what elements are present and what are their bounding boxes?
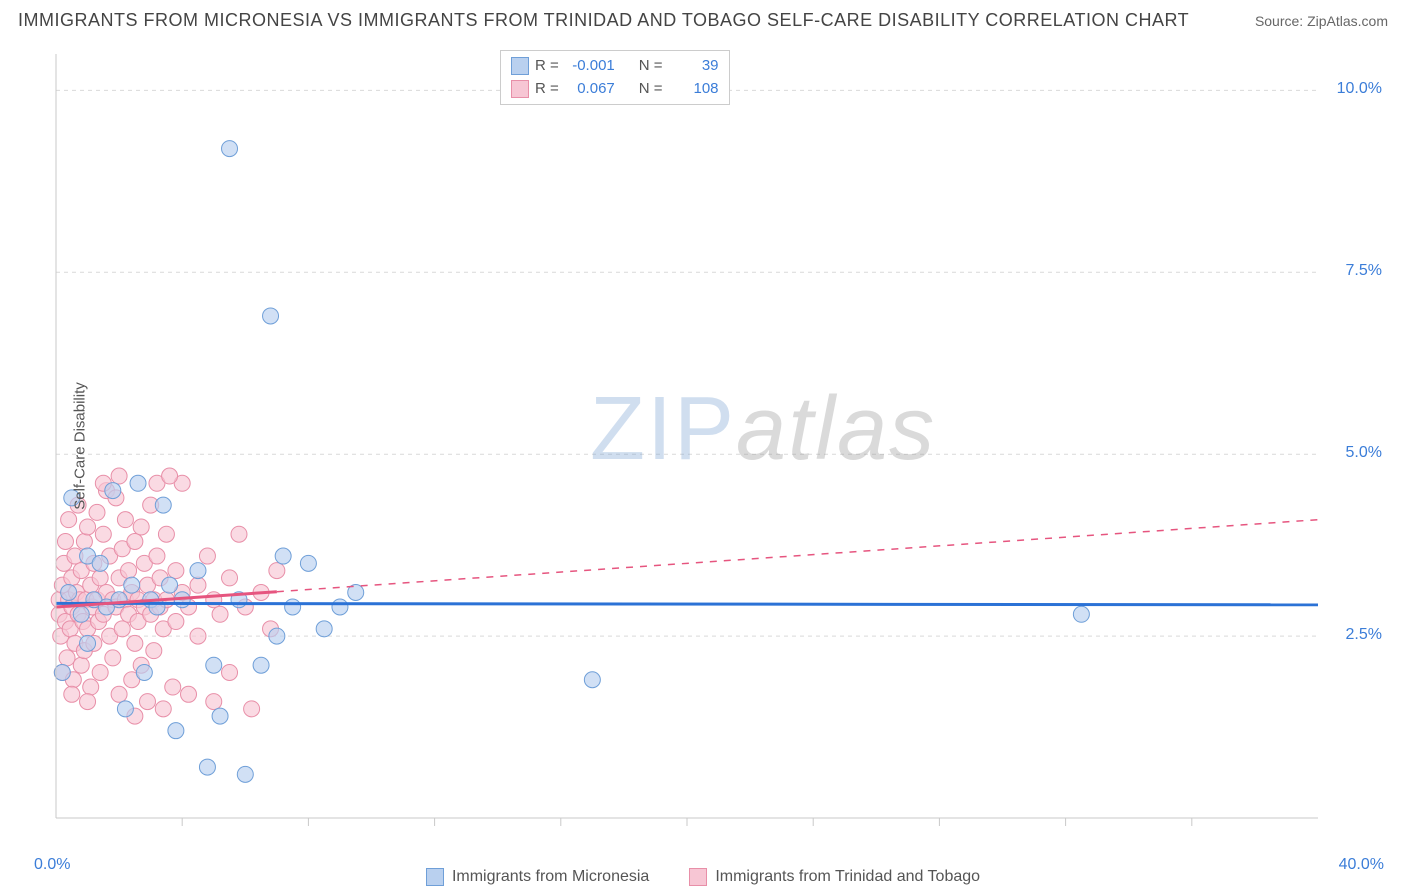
y-tick-label: 10.0% <box>1337 80 1382 98</box>
y-tick-label: 7.5% <box>1346 262 1382 280</box>
r-value-b: 0.067 <box>565 78 615 101</box>
legend-swatch-a <box>511 57 529 75</box>
legend-row-a: R = -0.001 N = 39 <box>511 55 719 78</box>
legend-swatch-a <box>426 868 444 886</box>
scatter-plot <box>50 48 1388 844</box>
r-label: R = <box>535 55 559 78</box>
y-axis-label: Self-Care Disability <box>71 382 88 510</box>
legend-label-b: Immigrants from Trinidad and Tobago <box>715 868 980 886</box>
chart-area: Self-Care Disability ZIPatlas R = -0.001… <box>50 48 1388 844</box>
series-legend: Immigrants from Micronesia Immigrants fr… <box>0 868 1406 886</box>
n-label: N = <box>639 55 663 78</box>
correlation-legend: R = -0.001 N = 39 R = 0.067 N = 108 <box>500 50 730 105</box>
legend-item-b: Immigrants from Trinidad and Tobago <box>689 868 980 886</box>
n-value-a: 39 <box>669 55 719 78</box>
legend-swatch-b <box>511 80 529 98</box>
chart-header: IMMIGRANTS FROM MICRONESIA VS IMMIGRANTS… <box>0 0 1406 37</box>
legend-label-a: Immigrants from Micronesia <box>452 868 649 886</box>
n-value-b: 108 <box>669 78 719 101</box>
r-label: R = <box>535 78 559 101</box>
chart-title: IMMIGRANTS FROM MICRONESIA VS IMMIGRANTS… <box>18 10 1189 31</box>
legend-item-a: Immigrants from Micronesia <box>426 868 649 886</box>
source-attribution: Source: ZipAtlas.com <box>1255 13 1388 29</box>
y-tick-label: 2.5% <box>1346 626 1382 644</box>
legend-row-b: R = 0.067 N = 108 <box>511 78 719 101</box>
y-tick-label: 5.0% <box>1346 444 1382 462</box>
legend-swatch-b <box>689 868 707 886</box>
r-value-a: -0.001 <box>565 55 615 78</box>
n-label: N = <box>639 78 663 101</box>
